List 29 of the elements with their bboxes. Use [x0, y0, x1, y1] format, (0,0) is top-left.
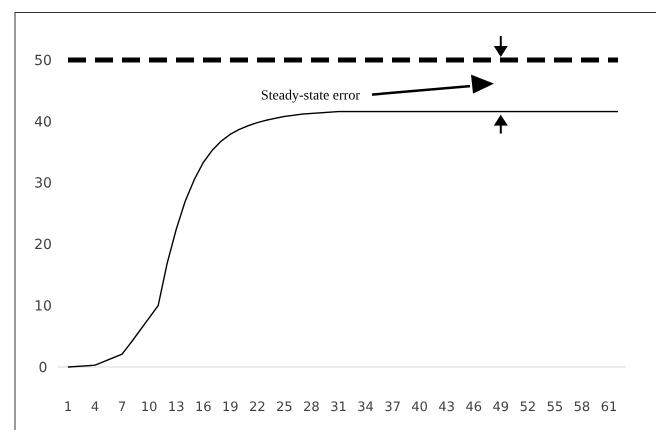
x-tick-label: 25	[276, 400, 293, 415]
y-tick-label: 50	[34, 52, 52, 69]
x-tick-label: 61	[600, 400, 618, 415]
y-tick-label: 0	[38, 360, 48, 376]
x-tick-label: 52	[520, 400, 536, 415]
y-tick-label: 30	[34, 176, 52, 192]
x-tick-label: 1	[64, 400, 72, 415]
annotation: Steady-state error	[260, 88, 360, 104]
y-tick-label: 10	[34, 298, 52, 314]
x-tick-label: 34	[357, 400, 374, 415]
x-tick-label: 43	[438, 400, 455, 415]
x-tick-label: 55	[546, 400, 564, 415]
x-tick-label: 37	[384, 400, 401, 415]
x-tick-label: 46	[465, 400, 482, 415]
x-tick-label: 7	[118, 400, 126, 415]
x-tick-label: 40	[411, 400, 428, 415]
x-tick-label: 13	[168, 400, 184, 415]
x-tick-label: 19	[222, 400, 239, 415]
x-tick-label: 16	[194, 400, 212, 415]
x-tick-label: 28	[303, 400, 320, 415]
x-tick-label: 4	[90, 400, 100, 415]
y-tick-label: 20	[34, 237, 52, 254]
line-series	[67, 110, 619, 368]
x-tick-label: 22	[249, 400, 266, 415]
x-tick-label: 10	[140, 400, 158, 415]
x-tick-label: 31	[330, 400, 347, 415]
y-tick-label: 40	[34, 114, 52, 130]
x-tick-label: 58	[574, 400, 590, 415]
x-tick-label: 49	[492, 400, 510, 415]
